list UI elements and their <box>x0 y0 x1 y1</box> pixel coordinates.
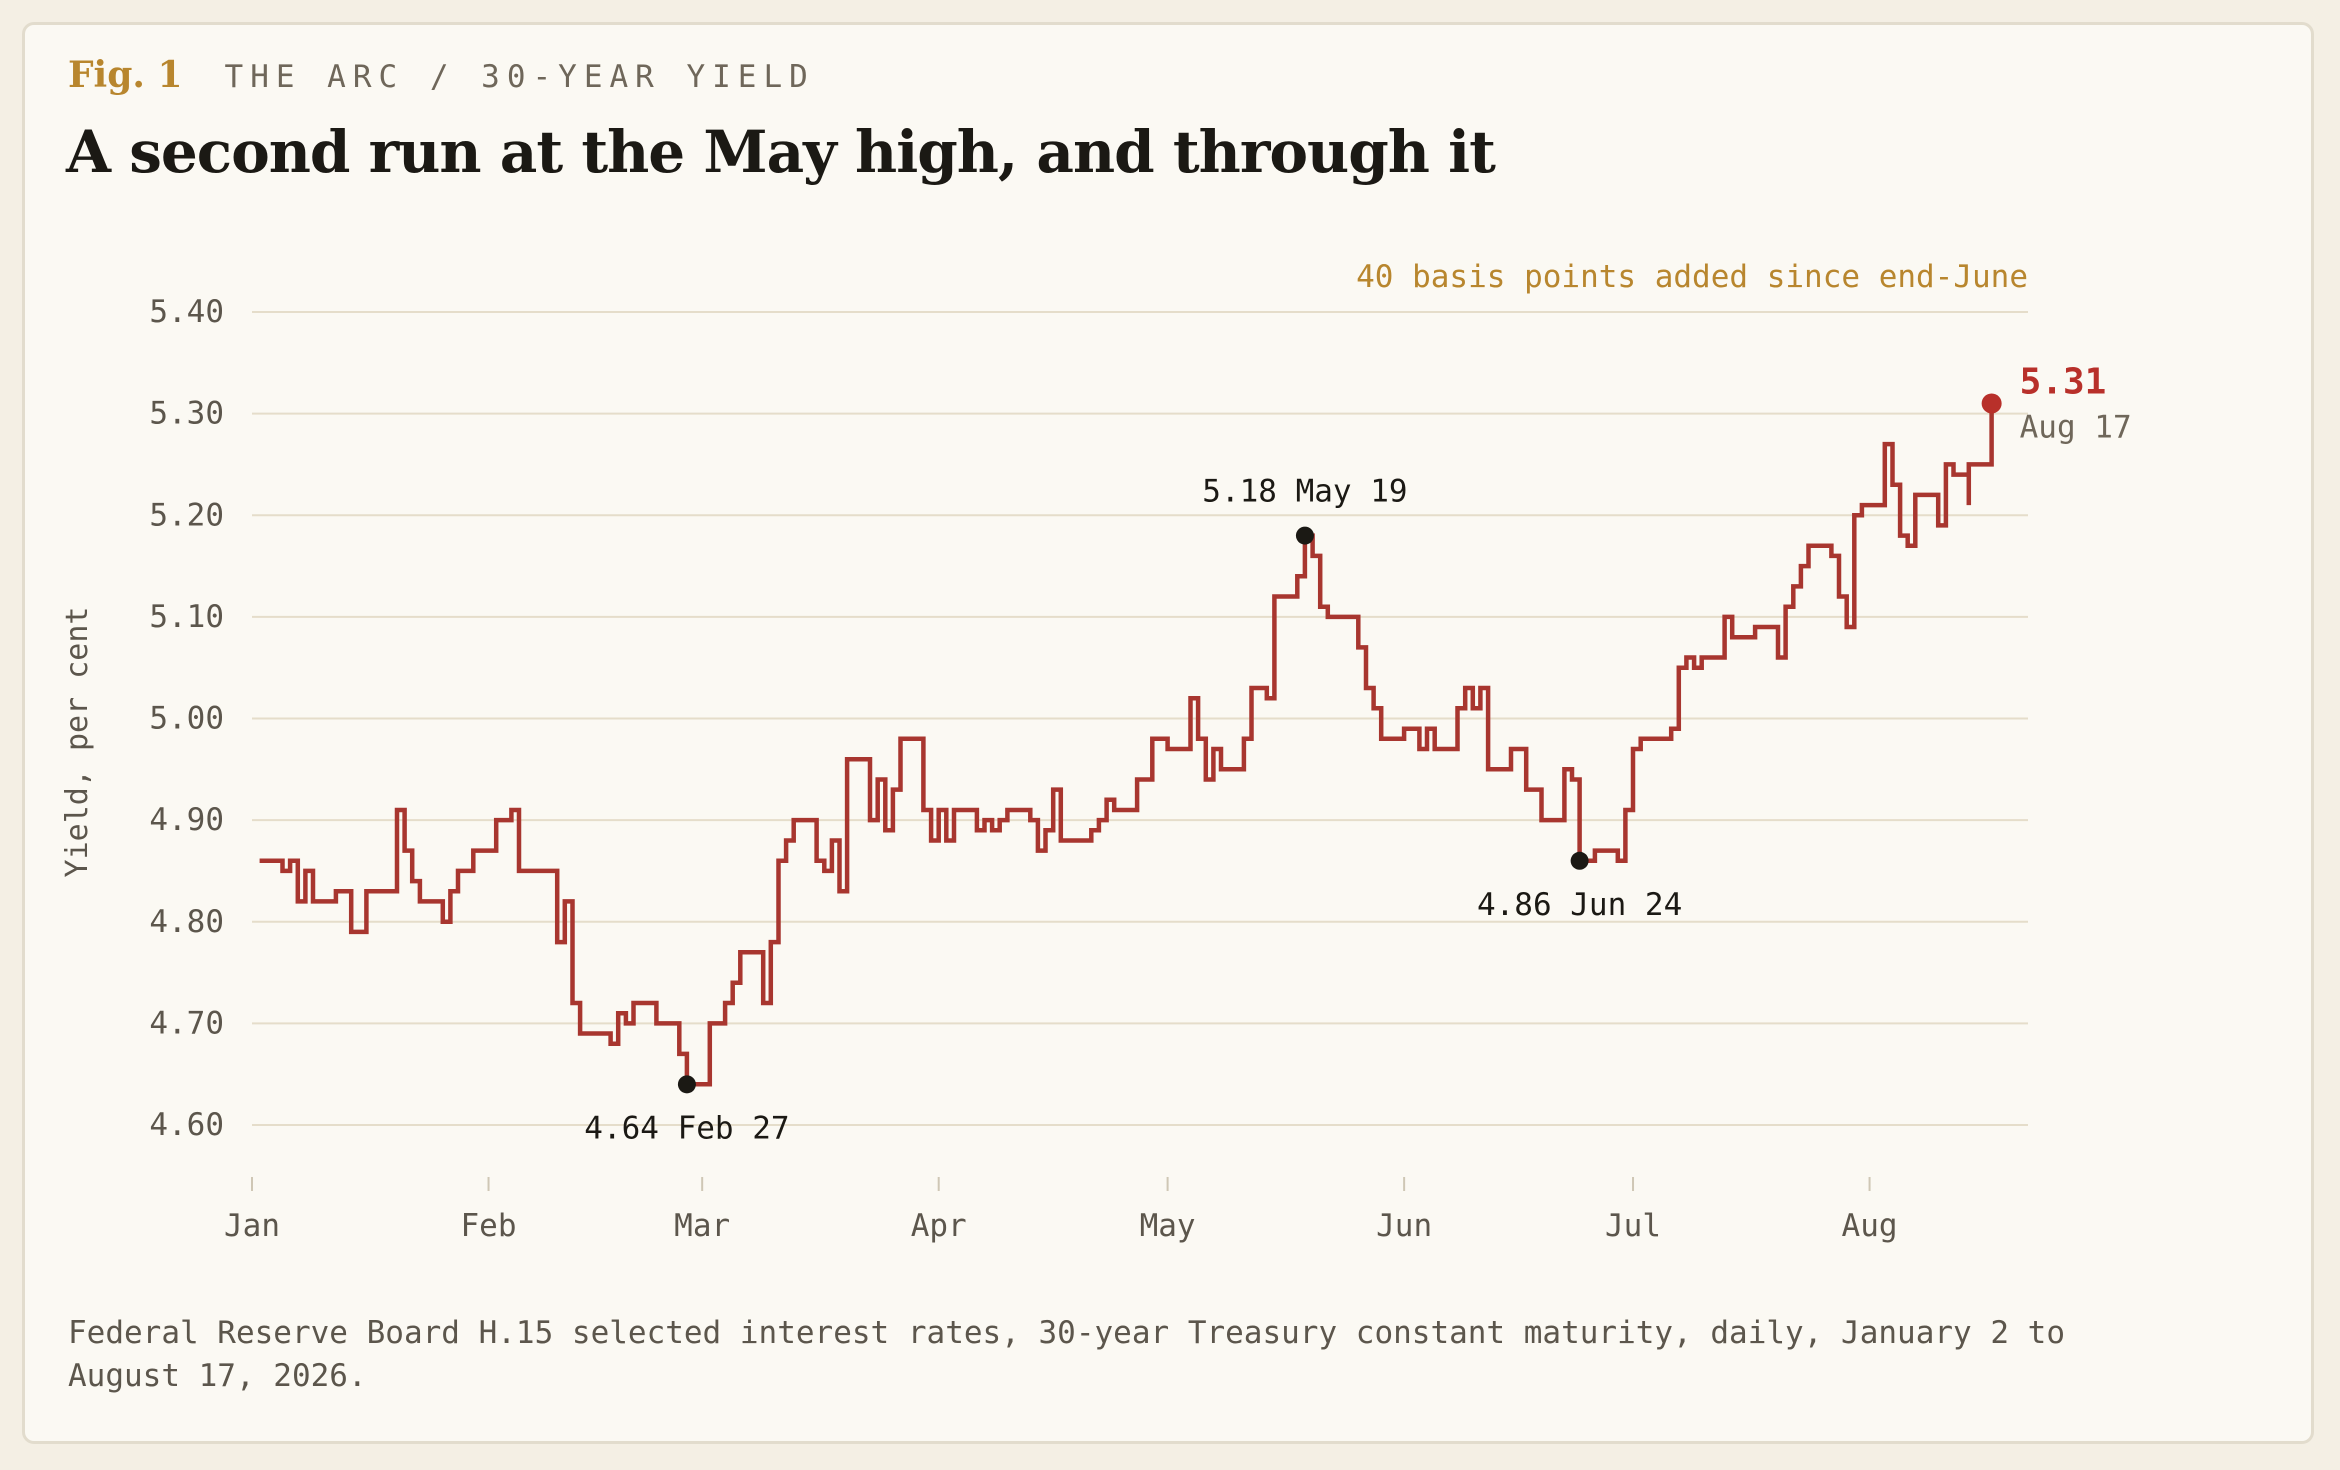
end-date-label: Aug 17 <box>2020 409 2132 445</box>
annotation-basis-points: 40 basis points added since end-June <box>1356 259 2028 295</box>
x-tick-label: May <box>1140 1208 1196 1244</box>
label-jun-low: 4.86 Jun 24 <box>1477 887 1682 923</box>
x-tick-label: Aug <box>1842 1208 1898 1244</box>
x-tick-label: Jul <box>1605 1208 1661 1244</box>
figure-kicker: Fig. 1 THE ARC / 30-YEAR YIELD <box>68 54 815 96</box>
x-tick-label: Feb <box>461 1208 517 1244</box>
end-point-marker <box>1981 393 2002 414</box>
y-axis: 5.40 5.30 5.20 5.10 5.00 4.90 4.80 4.70 4.60 <box>149 294 224 1143</box>
x-tick-label: Apr <box>911 1208 967 1244</box>
x-tick-label: Jan <box>224 1208 280 1244</box>
yield-chart: 5.40 5.30 5.20 5.10 5.00 4.90 4.80 4.70 4.60 Jan… <box>60 259 2132 1244</box>
figure-card <box>22 22 2314 1444</box>
yield-series-line <box>259 403 1994 1087</box>
grid-lines <box>252 311 2028 1126</box>
x-axis: Jan Feb Mar Apr May Jun Jul Aug <box>224 1177 1898 1244</box>
y-tick-label: 5.10 <box>149 599 224 635</box>
y-axis-label: Yield, per cent <box>60 607 95 878</box>
source-caption: Federal Reserve Board H.15 selected inte… <box>68 1315 2066 1394</box>
y-tick-label: 4.90 <box>149 802 224 838</box>
annotations: 4.64 Feb 27 5.18 May 19 4.86 Jun 24 <box>584 474 1682 1147</box>
x-tick-label: Mar <box>674 1208 730 1244</box>
marker-jun-low <box>1570 851 1589 870</box>
y-tick-label: 4.70 <box>149 1005 224 1041</box>
figure-number: Fig. 1 <box>68 54 183 96</box>
x-tick-label: Jun <box>1376 1208 1432 1244</box>
figure-section-label: THE ARC / 30-YEAR YIELD <box>224 59 815 95</box>
end-label: 5.31 Aug 17 <box>1981 361 2132 445</box>
y-tick-label: 4.60 <box>149 1107 224 1143</box>
label-may-high: 5.18 May 19 <box>1202 474 1407 510</box>
y-tick-label: 5.40 <box>149 294 224 330</box>
y-tick-label: 4.80 <box>149 904 224 940</box>
label-feb-low: 4.64 Feb 27 <box>584 1110 789 1146</box>
marker-feb-low <box>677 1075 696 1094</box>
y-tick-label: 5.20 <box>149 497 224 533</box>
end-value-label: 5.31 <box>2020 361 2107 402</box>
marker-may-high <box>1295 526 1314 545</box>
y-tick-label: 5.30 <box>149 396 224 432</box>
y-tick-label: 5.00 <box>149 701 224 737</box>
chart-title: A second run at the May high, and throug… <box>66 118 1496 186</box>
